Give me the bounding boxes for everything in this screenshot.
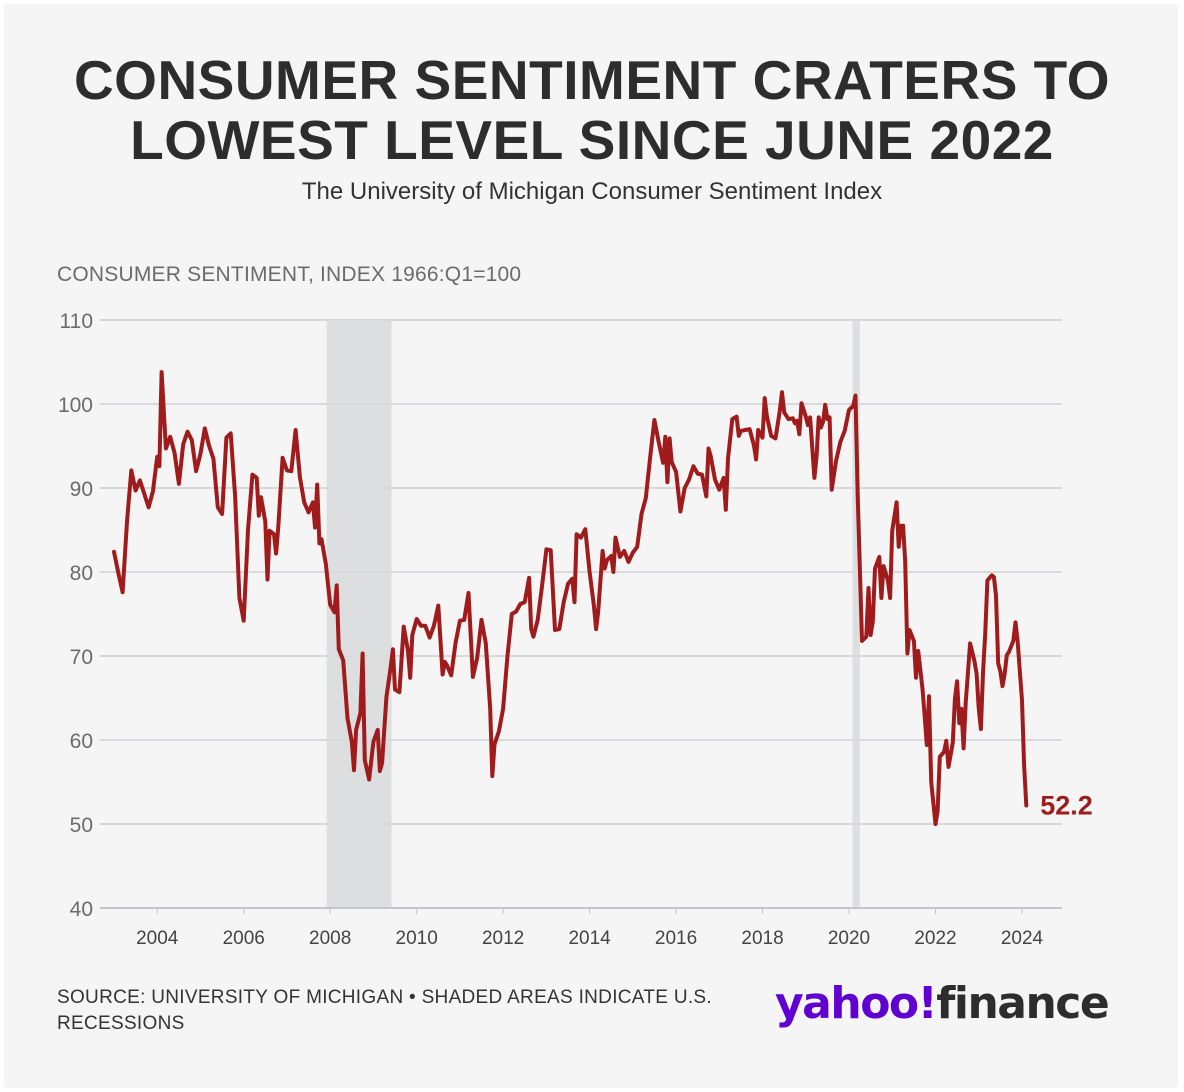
y-tick-label-40: 40	[70, 898, 93, 921]
recession-band-1	[852, 320, 860, 908]
recession-shading	[326, 320, 860, 908]
y-tick-label-110: 110	[60, 310, 93, 333]
x-tick-label-2008: 2008	[309, 928, 351, 949]
chart-title: CONSUMER SENTIMENT CRATERS TO LOWEST LEV…	[0, 50, 1184, 170]
title-line-1: CONSUMER SENTIMENT CRATERS TO	[73, 49, 1111, 111]
y-tick-label-90: 90	[70, 478, 93, 501]
series-lines	[112, 370, 1029, 826]
x-tick-label-2012: 2012	[482, 928, 524, 949]
series-line-0	[112, 370, 1029, 826]
y-tick-label-70: 70	[70, 646, 93, 669]
y-tick-label-50: 50	[70, 814, 93, 837]
x-tick-label-2020: 2020	[828, 928, 870, 949]
x-tick-label-2014: 2014	[568, 928, 611, 949]
title-line-2: LOWEST LEVEL SINCE JUNE 2022	[130, 109, 1054, 171]
x-tick-label-2022: 2022	[914, 928, 956, 949]
chart-subtitle: The University of Michigan Consumer Sent…	[301, 178, 883, 205]
logo-yahoo: yahoo!	[775, 978, 938, 1029]
x-tick-labels: 2004 2006 2008 2010 2012 2014 2016 2018 2020 2022…	[136, 908, 1044, 949]
yahoo-finance-logo: yahoo!finance	[775, 978, 1110, 1029]
y-tick-label-60: 60	[70, 730, 93, 753]
gridlines	[100, 319, 1062, 909]
source-note: SOURCE: UNIVERSITY OF MICHIGAN • SHADED …	[57, 987, 712, 1034]
x-tick-label-2006: 2006	[223, 928, 265, 949]
x-tick-label-2004: 2004	[136, 928, 179, 949]
logo-finance: finance	[936, 978, 1110, 1029]
y-tick-label-80: 80	[70, 562, 93, 585]
x-tick-label-2016: 2016	[655, 928, 697, 949]
y-tick-labels: 40 50 60 70 80 90 100 110	[58, 310, 93, 921]
end-value-label: 52.2	[1040, 791, 1093, 821]
y-tick-label-100: 100	[58, 394, 93, 417]
x-tick-label-2010: 2010	[396, 928, 438, 949]
x-tick-label-2018: 2018	[741, 928, 783, 949]
x-tick-label-2024: 2024	[1001, 928, 1044, 949]
end-value-label-group: 52.2	[1040, 791, 1093, 821]
y-axis-label: CONSUMER SENTIMENT, INDEX 1966:Q1=100	[57, 263, 522, 286]
